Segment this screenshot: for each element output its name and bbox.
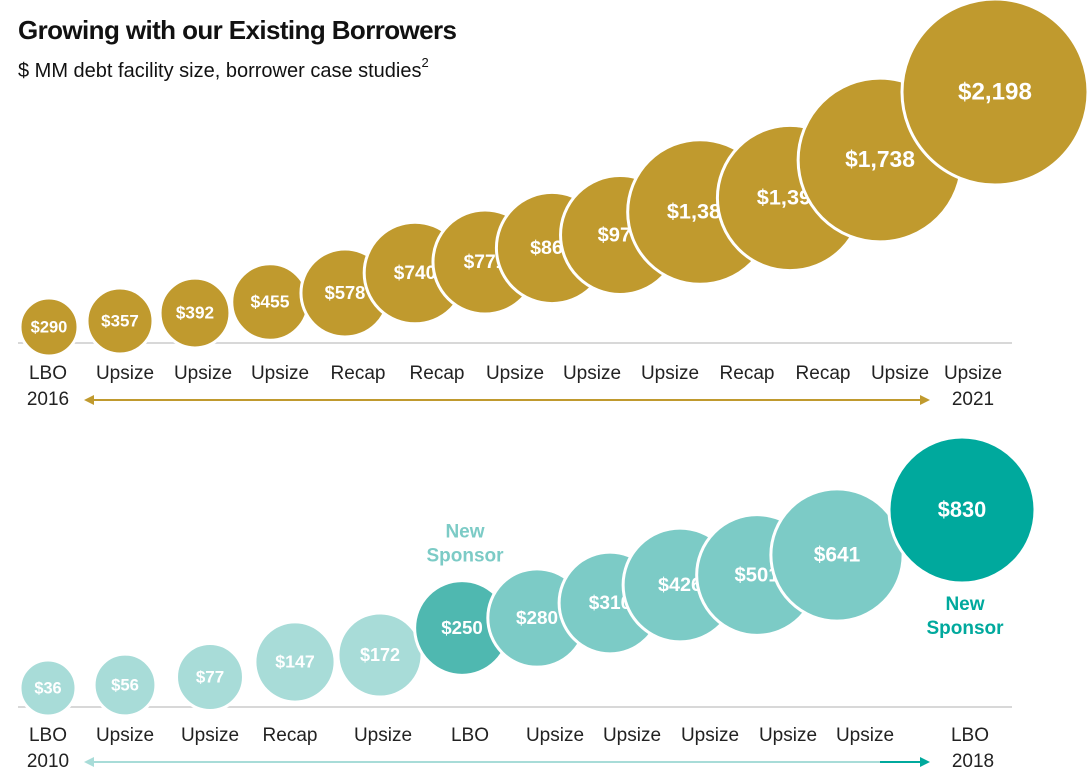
- chart-subtitle: $ MM debt facility size, borrower case s…: [18, 55, 429, 82]
- category-label: Upsize: [871, 363, 929, 384]
- category-label: Upsize: [759, 725, 817, 746]
- bubble-label: $56: [111, 675, 139, 694]
- arrow-head: [920, 395, 930, 405]
- bubble-label: $280: [516, 608, 558, 629]
- bubble-label: $392: [176, 303, 214, 323]
- category-label: Upsize: [251, 363, 309, 384]
- bubble-label: $2,198: [958, 78, 1032, 105]
- footnote-mark: 2: [422, 55, 429, 70]
- category-label: LBO: [29, 363, 67, 384]
- arrow-head: [920, 757, 930, 767]
- bubble-label: $172: [360, 645, 400, 665]
- bubble-label: $455: [250, 292, 289, 312]
- arrow-head: [84, 395, 94, 405]
- bubble: [18, 658, 78, 718]
- annotation: New: [945, 594, 984, 615]
- annotation: Sponsor: [926, 618, 1004, 639]
- bubble-label: $641: [814, 544, 861, 567]
- bubble: [92, 652, 158, 718]
- bubble: [887, 435, 1037, 585]
- category-label: Upsize: [603, 725, 661, 746]
- category-label: Upsize: [96, 725, 154, 746]
- subtitle-text: $ MM debt facility size, borrower case s…: [18, 60, 422, 82]
- bubble: [85, 286, 155, 356]
- category-label: Upsize: [563, 363, 621, 384]
- category-label: Upsize: [836, 725, 894, 746]
- bubble-label: $357: [101, 311, 139, 330]
- category-label: Upsize: [181, 725, 239, 746]
- bubble: [158, 276, 232, 350]
- category-label: Upsize: [641, 363, 699, 384]
- bubble-label: $36: [34, 679, 61, 697]
- start-year: 2016: [27, 389, 69, 410]
- bubble-label: $147: [275, 652, 315, 672]
- category-label: Upsize: [354, 725, 412, 746]
- bubble-label: $426: [658, 574, 702, 596]
- category-label: Upsize: [681, 725, 739, 746]
- category-label: Upsize: [174, 363, 232, 384]
- category-label: LBO: [451, 725, 489, 746]
- end-year: 2018: [952, 751, 994, 772]
- category-label: Recap: [796, 363, 851, 384]
- bubble-label: $578: [325, 282, 366, 303]
- bubble-label: $250: [441, 617, 483, 638]
- category-label: Recap: [263, 725, 318, 746]
- bubble-label: $310: [589, 593, 631, 614]
- bubble: [175, 642, 245, 712]
- category-label: Upsize: [526, 725, 584, 746]
- category-label: Upsize: [486, 363, 544, 384]
- bubble-label: $740: [394, 263, 436, 284]
- category-label: Upsize: [96, 363, 154, 384]
- bubble-label: $77: [196, 668, 224, 687]
- bubble: [253, 620, 337, 704]
- start-year: 2010: [27, 751, 69, 772]
- category-label: LBO: [29, 725, 67, 746]
- category-label: Recap: [720, 363, 775, 384]
- category-label: LBO: [951, 725, 989, 746]
- category-label: Recap: [331, 363, 386, 384]
- chart-title: Growing with our Existing Borrowers: [18, 15, 457, 45]
- bubble-label: $501: [735, 564, 780, 586]
- arrow-head: [84, 757, 94, 767]
- annotation: Sponsor: [426, 546, 504, 567]
- end-year: 2021: [952, 389, 994, 410]
- bubble-label: $1,738: [845, 146, 915, 172]
- bubble: [900, 0, 1087, 187]
- annotation: New: [445, 522, 484, 543]
- category-label: Recap: [410, 363, 465, 384]
- bubble-label: $830: [938, 497, 986, 522]
- category-label: Upsize: [944, 363, 1002, 384]
- bubble-label: $290: [31, 318, 68, 336]
- bubble: [18, 296, 80, 358]
